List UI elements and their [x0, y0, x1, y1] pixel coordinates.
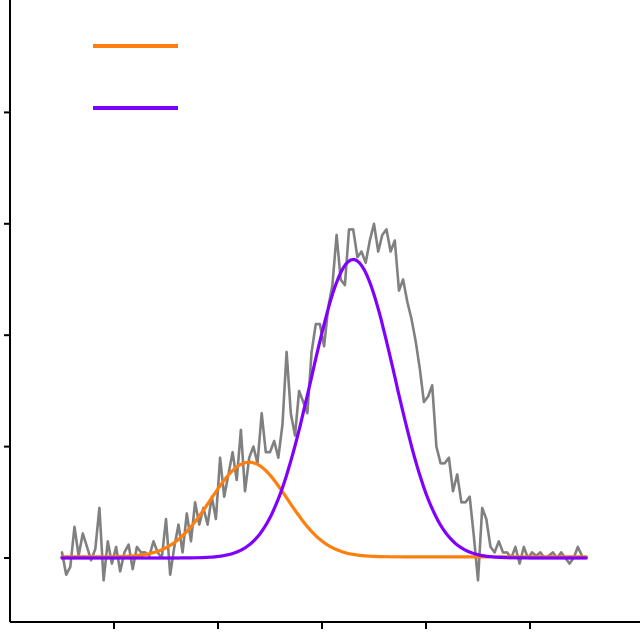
axes: [4, 0, 640, 629]
fit-curve-2: [60, 257, 588, 560]
measured-data-line: [60, 222, 584, 582]
legend: [93, 44, 178, 110]
series-layer: [60, 222, 588, 582]
fit-curve-1: [60, 460, 588, 559]
